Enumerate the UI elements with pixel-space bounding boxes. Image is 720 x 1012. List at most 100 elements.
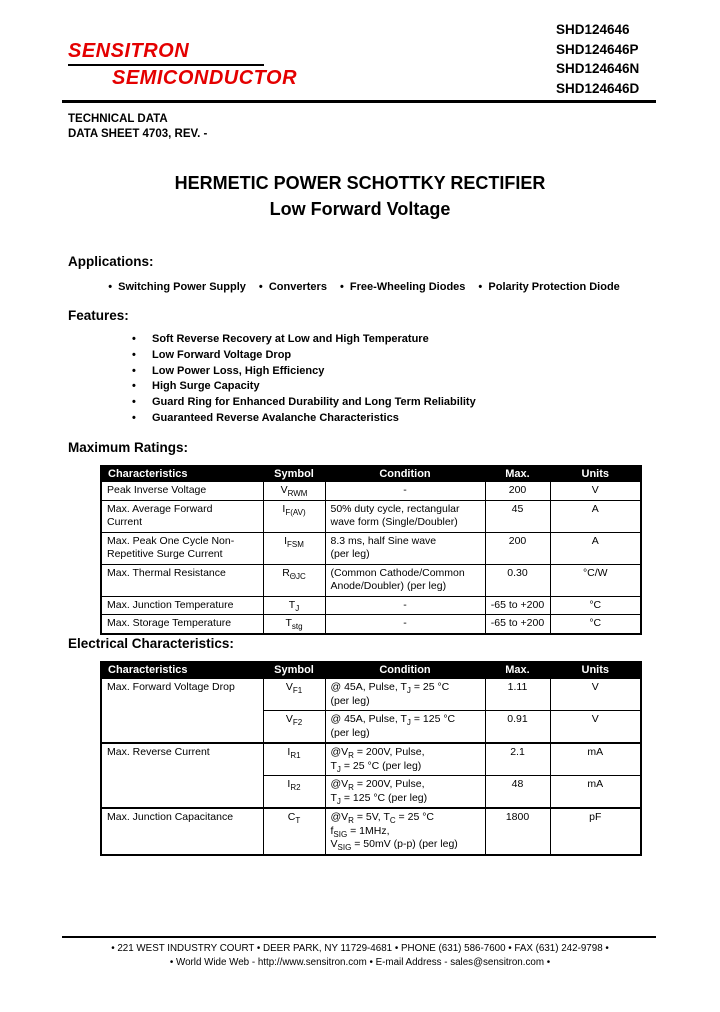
cell-condition: @VR = 200V, Pulse, TJ = 125 °C (per leg) [324,775,486,809]
cell-max: 45 [484,499,551,533]
bullet-icon: • [132,396,136,409]
table-header-row: Characteristics Symbol Condition Max. Units [100,465,642,482]
column-header: Units [549,661,642,679]
part-number: SHD124646N [556,61,640,76]
cell-symbol: VRWM [262,481,326,501]
cell-units: °C [549,614,642,634]
datasheet-revision: DATA SHEET 4703, REV. - [68,127,208,140]
cell-max: -65 to +200 [484,614,551,634]
table-row: Peak Inverse Voltage VRWM -200 V [100,481,642,501]
maximum-ratings-table: Characteristics Symbol Condition Max. Units P… [100,465,642,635]
column-header: Max. [484,661,551,679]
logo-text-semiconductor: SEMICONDUCTOR [112,67,298,89]
cell-max: 200 [484,481,551,501]
cell-units: °C/W [549,563,642,597]
column-header: Symbol [262,661,326,679]
part-number-list: SHD124646 SHD124646P SHD124646N SHD12464… [556,20,639,98]
bullet-icon: • [132,348,136,361]
applications-list: • Switching Power Supply • Converters • Fr… [68,281,660,293]
cell-symbol: TJ [262,595,326,615]
cell-characteristic: Max. Thermal Resistance [100,563,264,597]
cell-condition: - [324,614,486,634]
cell-characteristic: Max. Storage Temperature [100,614,264,634]
cell-symbol: RΘJC [262,563,326,597]
cell-max: 1800 [484,807,551,855]
application-item: • Converters [258,281,327,293]
feature-item: • Low Power Loss, High Efficiency [132,364,660,380]
table-row: Max. Junction Capacitance CT @VR = 5V, TC … [100,807,642,855]
feature-item: • Low Forward Voltage Drop [132,348,660,364]
table-row: Max. Forward Voltage Drop VF1 @ 45A, Pulse… [100,677,642,744]
cell-max: 2.1 [484,742,551,776]
footer-address-line: • 221 WEST INDUSTRY COURT • DEER PARK, N… [111,943,609,954]
bullet-icon: • [132,380,136,393]
applications-heading: Applications: [68,254,154,269]
technical-data-label: TECHNICAL DATA [68,113,168,125]
cell-condition: @VR = 5V, TC = 25 °C fSIG = 1MHz, VSIG = 5… [324,807,486,855]
footer-web-line: • World Wide Web - http://www.sensitron.… [169,956,551,968]
electrical-characteristics-table: Characteristics Symbol Condition Max. Units M… [100,661,642,856]
cell-units: mA [549,742,642,776]
cell-condition: 8.3 ms, half Sine wave (per leg) [324,531,486,565]
title-line-2: Low Forward Voltage [269,199,451,219]
logo-text-sensitron: SENSITRON [68,40,264,66]
bullet-icon: • [132,333,136,345]
cell-characteristic: Peak Inverse Voltage [100,481,264,501]
feature-item: • Guard Ring for Enhanced Durability and … [132,395,660,411]
maximum-ratings-heading: Maximum Ratings: [68,440,189,455]
cell-condition: @ 45A, Pulse, TJ = 25 °C (per leg) [324,677,486,711]
part-number: SHD124646 [556,22,630,37]
application-item: • Polarity Protection Diode [478,281,620,293]
cell-condition: 50% duty cycle, rectangular wave form (Si… [324,499,486,533]
cell-symbol: CT [262,807,326,855]
part-number: SHD124646P [556,41,639,57]
cell-condition: - [324,595,486,615]
table-row: VF2 @ 45A, Pulse, TJ = 125 °C (per leg) 0.9… [101,710,642,744]
cell-max: -65 to +200 [484,595,551,615]
column-header: Characteristics [100,465,264,482]
title-line-1: HERMETIC POWER SCHOTTKY RECTIFIER [174,173,546,193]
table-row: Max. Junction Temperature TJ - -65 to +200 °… [100,595,642,615]
cell-units: V [549,710,642,744]
cell-characteristic: Max. Junction Temperature [100,595,264,615]
column-header: Condition [324,661,486,679]
cell-characteristic: Max. Peak One Cycle Non- Repetitive Surge… [100,531,264,565]
electrical-characteristics-section: Electrical Characteristics: Characterist… [68,636,660,856]
cell-max: 48 [484,775,551,809]
cell-units: V [549,677,642,711]
table-row: Max. Storage Temperature Tstg - -65 to +200… [100,614,642,634]
cell-symbol: Tstg [262,614,326,634]
bullet-icon: • [132,364,136,377]
cell-characteristic: Max. Reverse Current [100,742,264,809]
cell-symbol: IFSM [262,531,326,565]
column-header: Max. [484,465,551,482]
application-item: • Switching Power Supply [108,281,246,293]
features-list: • Soft Reverse Recovery at Low and High T… [132,332,660,427]
cell-units: A [549,531,642,565]
cell-symbol: IF(AV) [262,499,326,533]
footer-divider [62,936,656,938]
table-row: IR2 @VR = 200V, Pulse, TJ = 125 °C (per le… [101,775,642,809]
column-header: Condition [324,465,486,482]
cell-condition: - [324,481,486,501]
cell-condition: @VR = 200V, Pulse, TJ = 25 °C (per leg) [324,742,486,776]
cell-max: 0.30 [484,563,551,597]
footer: • 221 WEST INDUSTRY COURT • DEER PARK, N… [0,942,720,969]
table-row: Max. Thermal Resistance RΘJC (Common Catho… [100,563,642,597]
applications-section: Applications: • Switching Power Supply • … [68,254,660,293]
cell-characteristic: Max. Junction Capacitance [100,807,264,855]
part-number: SHD124646D [556,80,640,96]
cell-max: 200 [484,531,551,565]
feature-item: • Guaranteed Reverse Avalanche Characteri… [132,411,660,427]
table-header-row: Characteristics Symbol Condition Max. Units [100,661,642,679]
cell-units: pF [549,807,642,855]
cell-units: A [549,499,642,533]
electrical-characteristics-heading: Electrical Characteristics: [68,636,234,651]
table-row: Max. Reverse Current IR1 @VR = 200V, Pulse… [100,742,642,809]
column-header: Units [549,465,642,482]
feature-item: • Soft Reverse Recovery at Low and High T… [132,332,660,348]
column-header: Symbol [262,465,326,482]
cell-max: 1.11 [484,677,551,711]
features-heading: Features: [68,308,129,323]
